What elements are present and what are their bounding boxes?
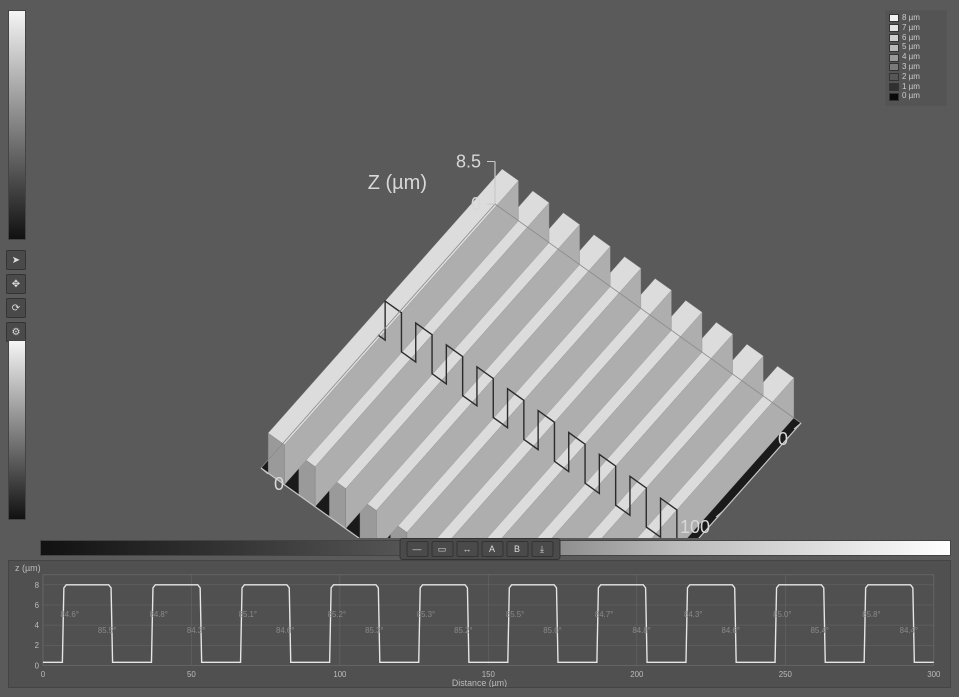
svg-text:85.3°: 85.3° <box>417 610 435 619</box>
export-icon[interactable]: ⤓ <box>531 541 553 557</box>
svg-text:200: 200 <box>630 670 644 679</box>
settings-icon[interactable]: ⚙ <box>6 322 26 342</box>
svg-text:84.6°: 84.6° <box>276 626 294 635</box>
svg-text:85.2°: 85.2° <box>454 626 472 635</box>
profile-toolbar: —▭↔AB⤓ <box>399 538 560 560</box>
svg-text:0: 0 <box>471 194 481 214</box>
svg-text:85.1°: 85.1° <box>239 610 257 619</box>
svg-text:100: 100 <box>680 517 710 537</box>
svg-text:84.8°: 84.8° <box>632 626 650 635</box>
svg-text:250: 250 <box>779 670 793 679</box>
svg-text:85.2°: 85.2° <box>328 610 346 619</box>
profile-chart[interactable]: z (µm) 05010015020025030002468Distance (… <box>8 560 951 688</box>
rotate-icon[interactable]: ⟳ <box>6 298 26 318</box>
svg-text:Z (µm): Z (µm) <box>368 172 427 194</box>
left-toolbar: ➤ ✥ ⟳ ⚙ <box>6 250 28 342</box>
left-gradient-strip-top <box>8 10 26 240</box>
measure-icon[interactable]: ↔ <box>456 541 478 557</box>
left-gradient-strip-bottom <box>8 340 26 520</box>
svg-text:85.0°: 85.0° <box>773 610 791 619</box>
svg-text:84.4°: 84.4° <box>900 626 918 635</box>
svg-text:85.5°: 85.5° <box>98 626 116 635</box>
svg-text:0: 0 <box>41 670 46 679</box>
svg-text:4: 4 <box>35 621 40 630</box>
pan-icon[interactable]: ✥ <box>6 274 26 294</box>
svg-text:84.3°: 84.3° <box>187 626 205 635</box>
svg-text:85.4°: 85.4° <box>811 626 829 635</box>
svg-text:0: 0 <box>778 429 788 449</box>
svg-text:0: 0 <box>35 661 40 670</box>
svg-text:85.0°: 85.0° <box>543 626 561 635</box>
marker-a-icon[interactable]: A <box>481 541 503 557</box>
svg-text:84.6°: 84.6° <box>60 610 78 619</box>
svg-text:85.3°: 85.3° <box>365 626 383 635</box>
svg-text:84.7°: 84.7° <box>595 610 613 619</box>
pointer-icon[interactable]: ➤ <box>6 250 26 270</box>
svg-text:300: 300 <box>927 670 941 679</box>
svg-text:Distance (µm): Distance (µm) <box>452 678 507 687</box>
line-tool-icon[interactable]: — <box>406 541 428 557</box>
svg-text:84.3°: 84.3° <box>684 610 702 619</box>
svg-text:84.8°: 84.8° <box>150 610 168 619</box>
svg-text:8: 8 <box>35 581 40 590</box>
svg-text:2: 2 <box>35 641 39 650</box>
profile-line-chart[interactable]: 05010015020025030002468Distance (µm)84.6… <box>9 561 950 687</box>
svg-text:6: 6 <box>35 601 40 610</box>
svg-text:85.5°: 85.5° <box>506 610 524 619</box>
svg-text:100: 100 <box>333 670 347 679</box>
svg-text:85.8°: 85.8° <box>862 610 880 619</box>
profile-y-label: z (µm) <box>15 563 41 573</box>
app-root: ➤✥⟳⚙ 8 µm7 µm6 µm5 µm4 µm3 µm2 µm1 µm0 µ… <box>0 0 959 697</box>
rect-tool-icon[interactable]: ▭ <box>431 541 453 557</box>
svg-text:50: 50 <box>187 670 196 679</box>
svg-text:8.5: 8.5 <box>456 152 481 172</box>
marker-b-icon[interactable]: B <box>506 541 528 557</box>
svg-text:84.6°: 84.6° <box>721 626 739 635</box>
viewport-3d[interactable]: 8.50Z (µm)0100200300X (µm)0100200300Y (µ… <box>40 4 955 538</box>
svg-text:0: 0 <box>274 474 284 494</box>
surface-3d-plot[interactable]: 8.50Z (µm)0100200300X (µm)0100200300Y (µ… <box>40 4 955 538</box>
